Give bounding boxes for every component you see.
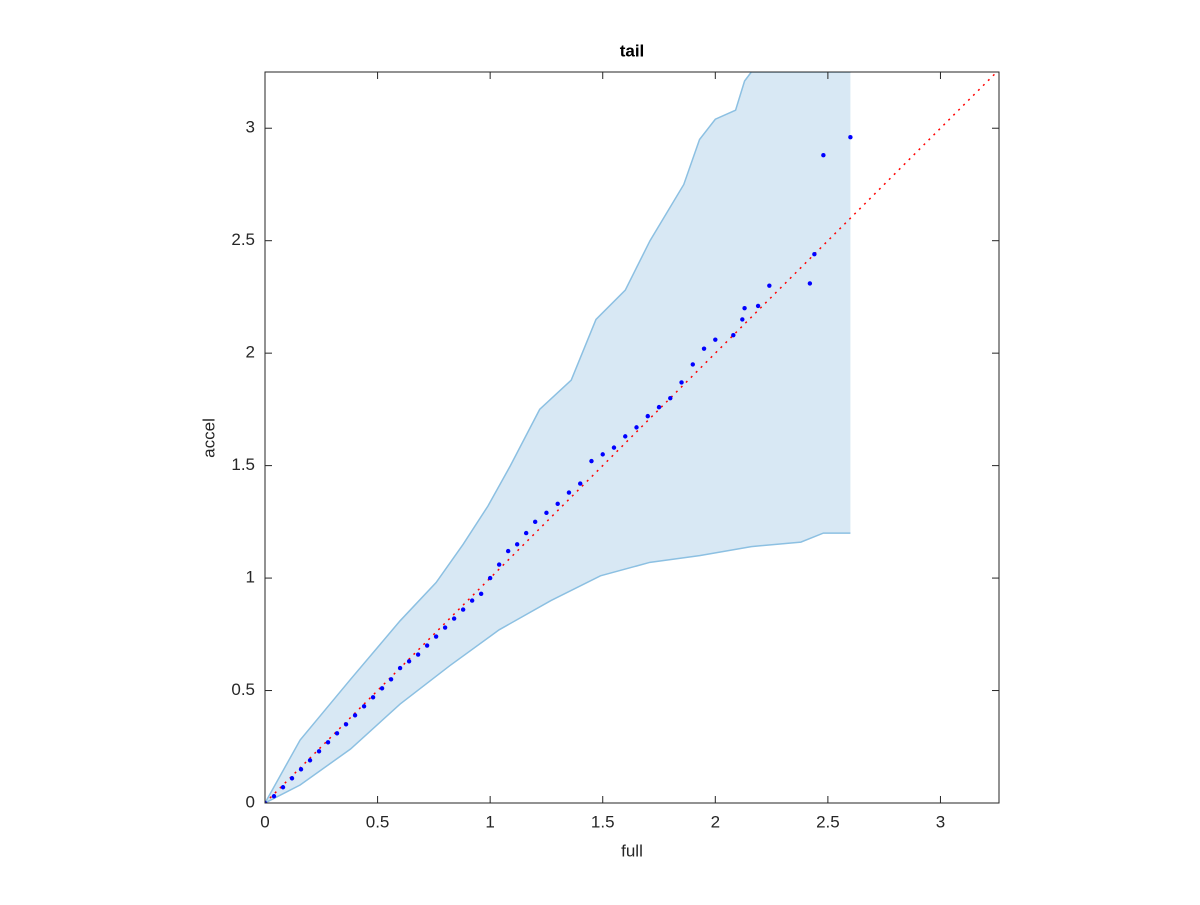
point xyxy=(406,659,412,664)
y-tick-label: 2.5 xyxy=(231,230,255,249)
point xyxy=(514,542,520,547)
point xyxy=(334,731,340,736)
point xyxy=(578,481,583,486)
point xyxy=(397,665,403,671)
point xyxy=(370,695,376,700)
point xyxy=(487,575,493,581)
point xyxy=(668,395,673,401)
point xyxy=(555,501,560,507)
axes-box xyxy=(264,71,1000,804)
x-tick-label: 1 xyxy=(485,812,494,831)
point xyxy=(740,317,745,322)
point xyxy=(812,251,817,257)
point xyxy=(701,346,707,351)
point xyxy=(755,303,761,309)
point xyxy=(415,652,421,657)
point xyxy=(460,607,466,612)
reference-line xyxy=(265,72,998,803)
x-tick-label: 3 xyxy=(936,812,945,831)
point xyxy=(271,794,277,799)
point xyxy=(690,362,695,367)
x-tick-label: 2 xyxy=(711,812,720,831)
chart-title: tail xyxy=(620,41,645,60)
point xyxy=(742,305,747,311)
point xyxy=(451,616,457,621)
point xyxy=(767,283,772,288)
point xyxy=(478,591,484,597)
point xyxy=(566,490,572,495)
point xyxy=(298,767,304,772)
x-tick-label: 2.5 xyxy=(816,812,840,831)
x-tick-label: 0.5 xyxy=(366,812,390,831)
point xyxy=(679,380,684,385)
point xyxy=(496,562,502,567)
point xyxy=(645,413,650,419)
point xyxy=(713,337,718,342)
y-tick-label: 0.5 xyxy=(231,680,255,699)
point xyxy=(325,740,331,745)
point xyxy=(361,704,367,709)
point xyxy=(523,530,529,536)
y-axis-label: accel xyxy=(199,418,218,458)
point xyxy=(433,634,439,639)
y-tick-label: 1 xyxy=(246,568,255,587)
point xyxy=(731,332,736,338)
point xyxy=(656,404,662,410)
point xyxy=(600,452,605,457)
point xyxy=(379,686,385,691)
y-tick-label: 3 xyxy=(246,118,255,137)
band-edge xyxy=(265,72,851,803)
point xyxy=(505,548,511,554)
y-tick-label: 1.5 xyxy=(231,455,255,474)
x-tick-label: 0 xyxy=(260,812,269,831)
point xyxy=(821,153,826,158)
point xyxy=(469,598,475,603)
point xyxy=(532,519,538,525)
point xyxy=(807,281,813,286)
band-edge xyxy=(265,532,851,803)
point xyxy=(352,713,358,718)
x-axis-label: full xyxy=(621,841,643,860)
point xyxy=(424,643,430,648)
point xyxy=(848,135,853,140)
point xyxy=(307,758,313,763)
point xyxy=(589,458,594,464)
point xyxy=(388,677,394,682)
x-tick-label: 1.5 xyxy=(591,812,615,831)
point xyxy=(343,722,349,727)
point xyxy=(265,800,268,803)
point xyxy=(623,434,628,439)
y-tick-label: 2 xyxy=(246,343,255,362)
point xyxy=(280,785,286,790)
point xyxy=(544,510,549,516)
point xyxy=(611,445,617,450)
y-tick-label: 0 xyxy=(246,792,255,811)
confidence-band xyxy=(265,72,851,803)
point xyxy=(442,625,448,630)
plot-area xyxy=(265,72,998,803)
point xyxy=(289,776,295,781)
point xyxy=(316,749,322,754)
point xyxy=(634,425,639,430)
